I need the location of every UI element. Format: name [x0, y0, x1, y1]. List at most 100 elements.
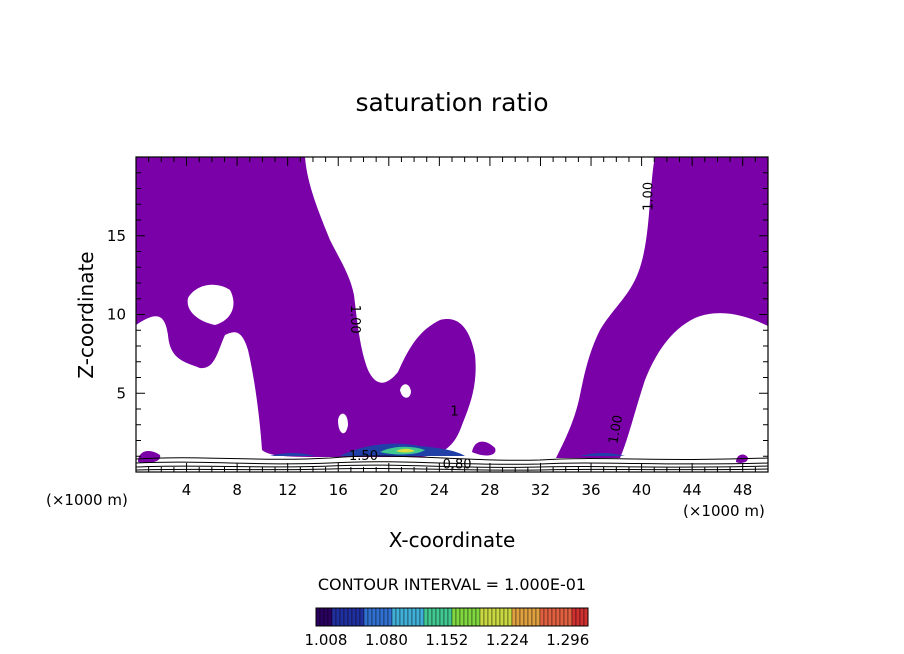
colorbar-cell — [471, 607, 477, 627]
saturation-fill-right — [556, 157, 768, 458]
colorbar-cell — [395, 607, 401, 627]
colorbar-cell — [507, 607, 513, 627]
colorbar-cell — [319, 607, 325, 627]
x-tick-label: 8 — [232, 481, 242, 499]
colorbar-cell — [399, 607, 405, 627]
colorbar-cell — [555, 607, 561, 627]
saturation-fill-patch — [472, 441, 496, 456]
colorbar-cell — [383, 607, 389, 627]
colorbar-cell — [467, 607, 473, 627]
colorbar-tick-label: 1.080 — [365, 631, 408, 649]
colorbar-tick-label: 1.224 — [486, 631, 529, 649]
subsaturated-hole — [187, 284, 234, 325]
colorbar-cell — [351, 607, 357, 627]
colorbar-cell — [519, 607, 525, 627]
x-tick-label: 16 — [329, 481, 348, 499]
colorbar-cell — [479, 607, 485, 627]
colorbar-frame — [315, 607, 589, 627]
colorbar-cell — [411, 607, 417, 627]
contour-label: 0.80 — [443, 457, 472, 472]
colorbar-cell — [407, 607, 413, 627]
colorbar-cell — [511, 607, 517, 627]
colorbar: 1.008 1.080 1.152 1.224 1.296 — [305, 607, 589, 649]
colorbar-cell — [455, 607, 461, 627]
colorbar-cell — [539, 607, 545, 627]
colorbar-cell — [475, 607, 481, 627]
colorbar-cell — [439, 607, 445, 627]
x-axis-unit-secondary: (×1000 m) — [683, 502, 765, 520]
colorbar-cell — [459, 607, 465, 627]
colorbar-cell — [523, 607, 529, 627]
colorbar-tick-label: 1.152 — [425, 631, 468, 649]
colorbar-tick-label: 1.296 — [546, 631, 589, 649]
colorbar-cell — [527, 607, 533, 627]
subsaturated-hole — [400, 384, 411, 398]
colorbar-cell — [535, 607, 541, 627]
contour-label: 1.00 — [347, 305, 362, 334]
colorbar-cell — [531, 607, 537, 627]
colorbar-cell — [499, 607, 505, 627]
contour-label: 1 — [450, 405, 458, 420]
colorbar-cell — [447, 607, 453, 627]
colorbar-cell — [567, 607, 573, 627]
colorbar-cell — [515, 607, 521, 627]
colorbar-cell — [323, 607, 329, 627]
colorbar-cell — [579, 607, 585, 627]
colorbar-cell — [559, 607, 565, 627]
x-tick-label: 36 — [581, 481, 600, 499]
colorbar-cell — [431, 607, 437, 627]
high-saturation-band — [270, 453, 315, 456]
colorbar-cell — [347, 607, 353, 627]
colorbar-cell — [571, 607, 577, 627]
y-tick-label: 15 — [107, 227, 126, 245]
colorbar-cell — [451, 607, 457, 627]
colorbar-cell — [551, 607, 557, 627]
contour-line — [136, 455, 768, 461]
high-saturation-band — [580, 453, 625, 456]
contour-label: 1.00 — [642, 182, 657, 211]
colorbar-cell — [427, 607, 433, 627]
colorbar-cell — [495, 607, 501, 627]
contour-fill-region — [136, 157, 768, 463]
colorbar-cell — [419, 607, 425, 627]
colorbar-tick-label: 1.008 — [305, 631, 348, 649]
colorbar-cell — [359, 607, 365, 627]
colorbar-cell — [563, 607, 569, 627]
colorbar-cell — [435, 607, 441, 627]
colorbar-cell — [335, 607, 341, 627]
colorbar-cell — [491, 607, 497, 627]
colorbar-cell — [543, 607, 549, 627]
colorbar-cell — [379, 607, 385, 627]
subsaturated-hole — [338, 413, 348, 434]
colorbar-cell — [343, 607, 349, 627]
colorbar-cell — [415, 607, 421, 627]
contour-label: 1.00 — [606, 414, 626, 445]
x-axis-label: X-coordinate — [388, 528, 516, 552]
x-tick-label: 32 — [531, 481, 550, 499]
x-tick-label: 4 — [182, 481, 192, 499]
colorbar-cell — [387, 607, 393, 627]
colorbar-cell — [583, 607, 589, 627]
colorbar-cell — [363, 607, 369, 627]
colorbar-cell — [375, 607, 381, 627]
x-tick-label: 28 — [480, 481, 499, 499]
colorbar-cell — [575, 607, 581, 627]
colorbar-cell — [339, 607, 345, 627]
colorbar-cell — [503, 607, 509, 627]
colorbar-cell — [315, 607, 321, 627]
colorbar-cell — [547, 607, 553, 627]
x-tick-label: 12 — [278, 481, 297, 499]
colorbar-cell — [423, 607, 429, 627]
x-tick-label: 40 — [632, 481, 651, 499]
contour-labels: 1.00 1.00 1.00 1 0.80 1.50 — [347, 182, 657, 473]
chart-title: saturation ratio — [355, 88, 549, 117]
x-tick-label: 48 — [733, 481, 752, 499]
x-tick-label: 20 — [379, 481, 398, 499]
x-tick-label: 24 — [430, 481, 449, 499]
colorbar-cell — [443, 607, 449, 627]
contour-interval-text: CONTOUR INTERVAL = 1.000E-01 — [317, 575, 587, 594]
high-saturation-peak — [396, 448, 415, 453]
colorbar-cell — [367, 607, 373, 627]
saturation-fill-left — [136, 157, 476, 457]
